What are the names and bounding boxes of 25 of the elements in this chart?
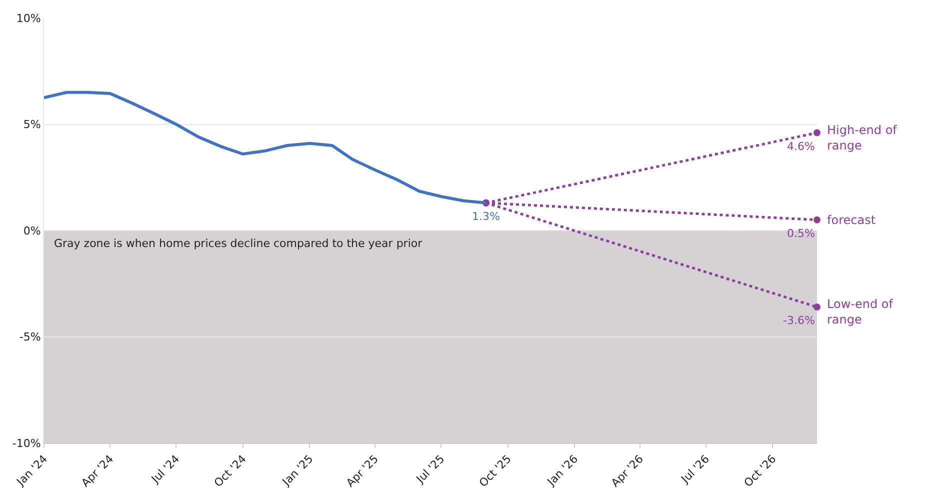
x-tick-label: Apr '25 [344, 452, 381, 490]
x-tick-label: Jan '24 [14, 452, 50, 489]
data-label: -3.6% [783, 314, 815, 327]
x-tick-label: Jan '25 [279, 452, 316, 489]
x-tick-label: Oct '24 [212, 452, 249, 490]
y-tick-label: 10% [16, 12, 41, 25]
data-label: 4.6% [787, 140, 815, 153]
x-tick-label: Oct '25 [476, 452, 514, 490]
data-label: 0.5% [787, 227, 815, 240]
x-tick-label: Oct '26 [742, 452, 779, 490]
y-tick-label: -5% [19, 330, 41, 344]
series-label: forecast [827, 213, 876, 227]
y-tick-label: 0% [23, 224, 41, 238]
series-label: High-end of range [827, 123, 898, 153]
band-label: Gray zone is when home prices decline compared to the year prior [54, 237, 423, 250]
y-tick-label: -10% [12, 436, 41, 450]
x-tick-label: Jul '25 [413, 452, 448, 486]
data-label: 1.3% [472, 210, 500, 223]
x-tick-label: Apr '24 [78, 452, 116, 490]
x-tick-label: Apr '26 [608, 452, 646, 490]
x-tick-label: Jul '24 [148, 452, 182, 486]
y-tick-label: 5% [23, 118, 41, 132]
x-tick-label: Jul '26 [678, 452, 712, 486]
x-tick-label: Jan '26 [544, 452, 581, 489]
series-label: Low-end of range [827, 297, 894, 327]
